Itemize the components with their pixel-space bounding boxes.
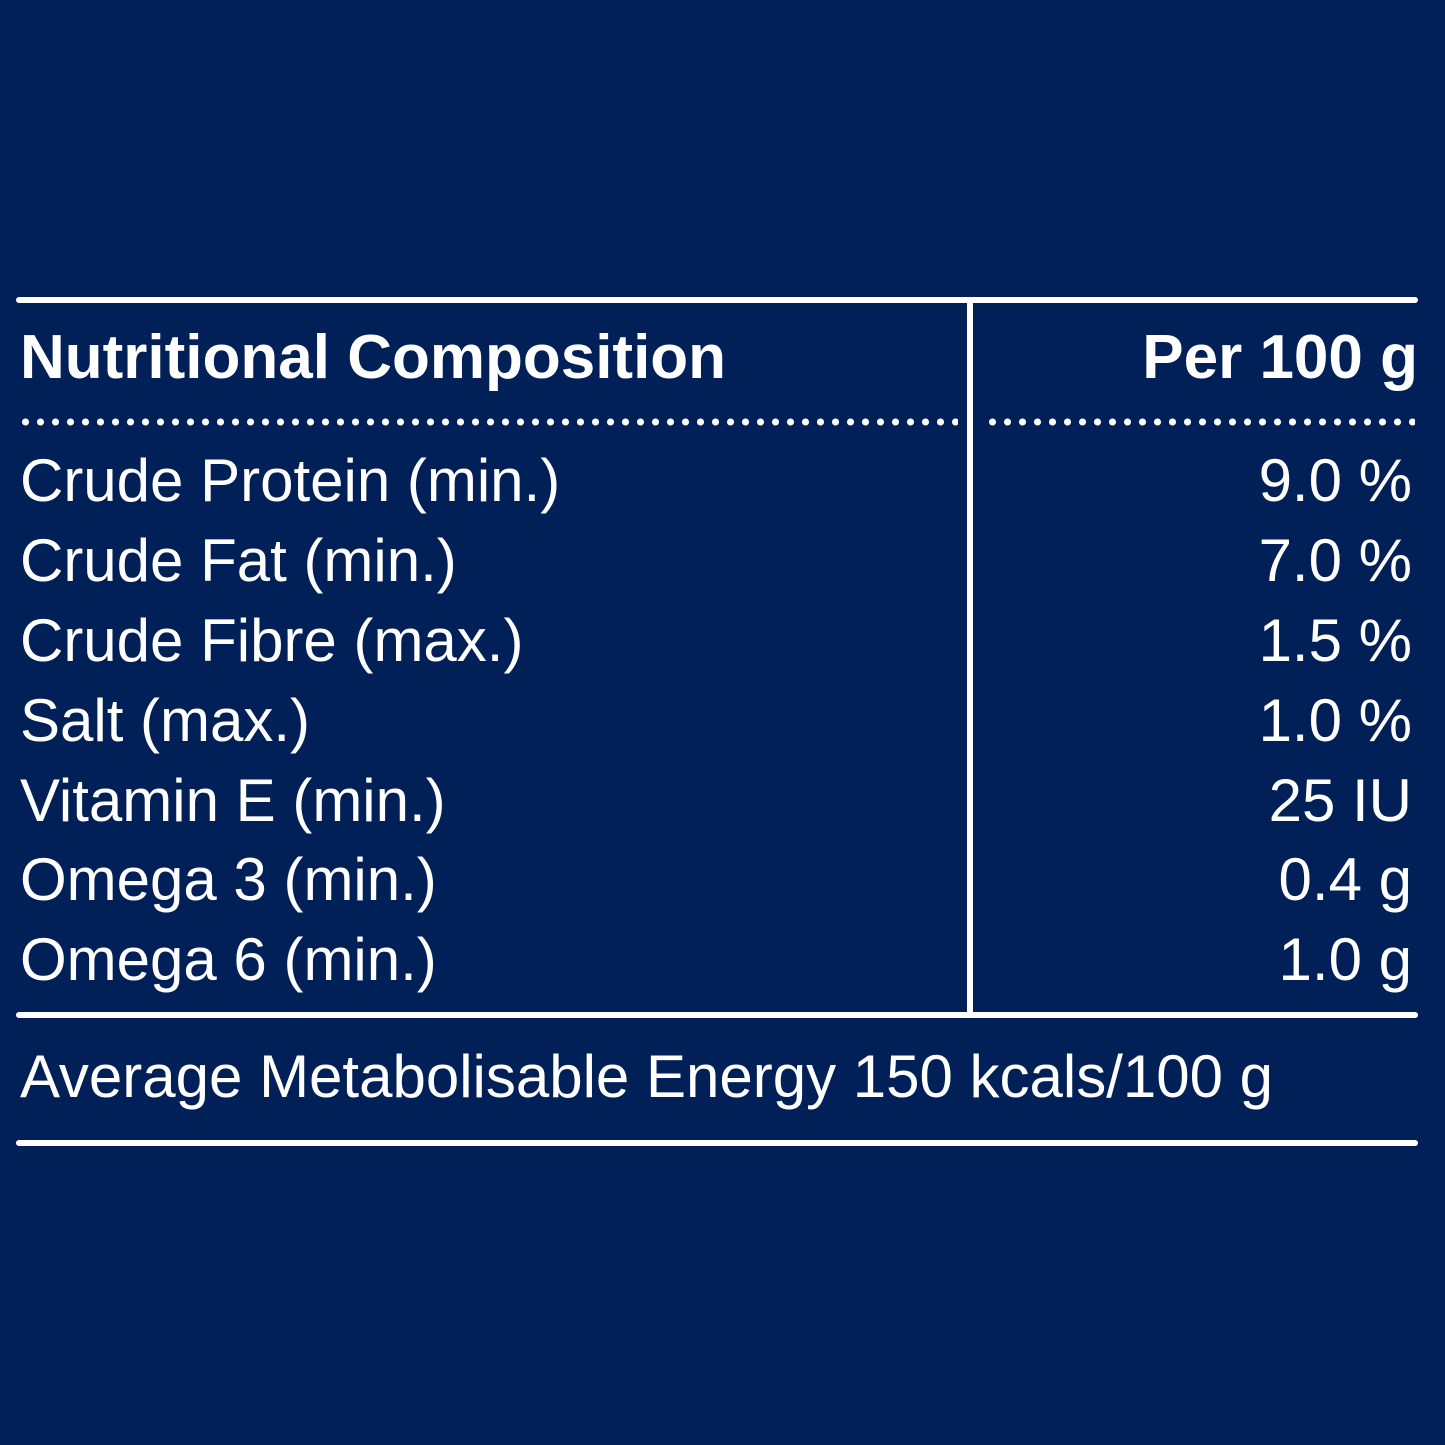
row-label: Crude Fibre (max.) xyxy=(20,607,524,674)
row-value: 9.0 % xyxy=(1258,447,1412,514)
header-label: Nutritional Composition xyxy=(20,323,727,392)
header-dotted-rule-right xyxy=(985,418,1415,426)
header-dotted-rule-left xyxy=(18,418,958,426)
row-value: 25 IU xyxy=(1268,767,1412,834)
row-label: Crude Fat (min.) xyxy=(20,527,457,594)
row-label: Vitamin E (min.) xyxy=(20,767,446,834)
row-value: 0.4 g xyxy=(1278,846,1412,913)
column-divider xyxy=(967,300,973,1016)
row-label: Omega 6 (min.) xyxy=(20,926,437,993)
table-bottom-rule xyxy=(16,1140,1418,1146)
table-top-rule xyxy=(16,297,1418,303)
row-label: Omega 3 (min.) xyxy=(20,846,437,913)
energy-footer: Average Metabolisable Energy 150 kcals/1… xyxy=(20,1043,1274,1110)
table-middle-rule xyxy=(16,1012,1418,1018)
row-value: 1.0 % xyxy=(1258,687,1412,754)
row-value: 7.0 % xyxy=(1258,527,1412,594)
row-label: Crude Protein (min.) xyxy=(20,447,561,514)
row-value: 1.5 % xyxy=(1258,607,1412,674)
row-label: Salt (max.) xyxy=(20,687,311,754)
row-value: 1.0 g xyxy=(1278,926,1412,993)
header-value: Per 100 g xyxy=(1142,323,1418,392)
